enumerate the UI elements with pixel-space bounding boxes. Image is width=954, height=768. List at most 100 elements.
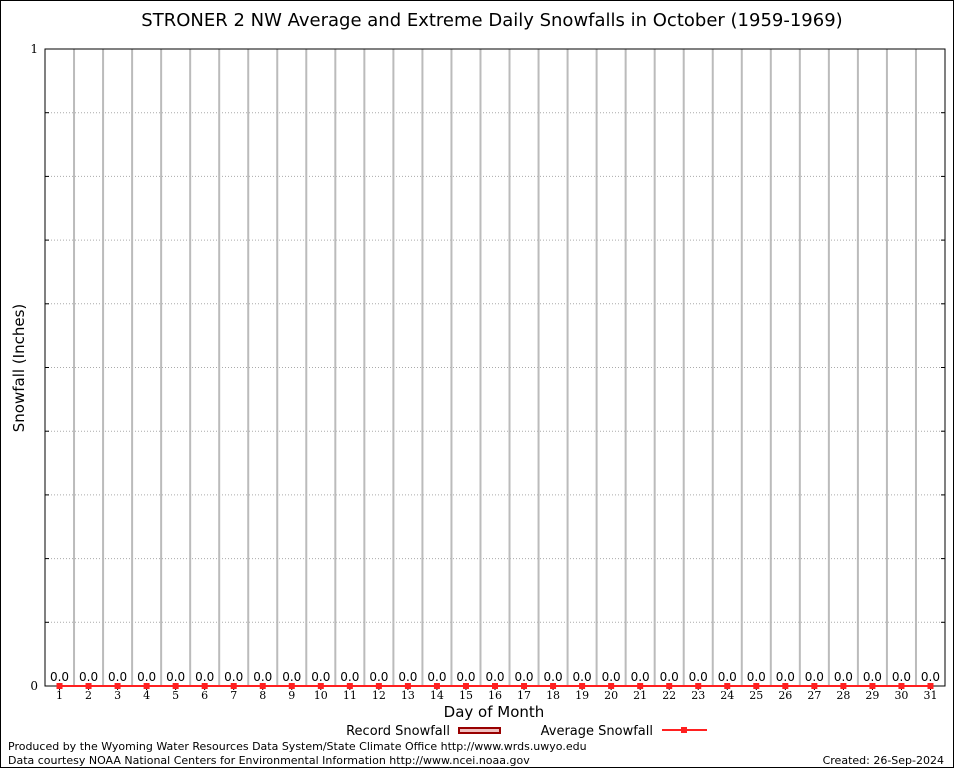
x-tick-label: 22 [662, 689, 676, 702]
average-point [346, 683, 353, 689]
x-tick-label: 27 [807, 689, 821, 702]
average-point [550, 683, 557, 689]
average-point [492, 683, 498, 689]
x-tick-label: 20 [604, 689, 618, 702]
data-label: 0.0 [660, 670, 679, 684]
data-label: 0.0 [398, 670, 417, 684]
x-tick-label: 14 [430, 689, 444, 702]
average-point [259, 683, 266, 689]
average-point [666, 683, 673, 689]
data-label: 0.0 [921, 670, 940, 684]
x-tick-label: 10 [314, 689, 328, 702]
x-tick-label: 7 [230, 689, 237, 702]
x-tick-label: 13 [401, 689, 415, 702]
data-label: 0.0 [747, 670, 766, 684]
x-tick-label: 19 [575, 689, 589, 702]
legend-label-record: Record Snowfall [346, 724, 450, 739]
legend-swatch-record-fill [460, 729, 499, 732]
x-tick-label: 5 [172, 689, 179, 702]
x-tick-label: 21 [633, 689, 647, 702]
data-label: 0.0 [892, 670, 911, 684]
x-tick-label: 9 [288, 689, 295, 702]
average-point [201, 683, 208, 689]
data-label: 0.0 [195, 670, 214, 684]
average-point [172, 683, 179, 689]
x-tick-label: 15 [459, 689, 473, 702]
data-label: 0.0 [282, 670, 301, 684]
average-point [85, 683, 92, 689]
x-tick-label: 26 [778, 689, 792, 702]
average-point [695, 683, 702, 689]
x-tick-label: 16 [488, 689, 502, 702]
average-point [724, 683, 731, 689]
data-label: 0.0 [79, 670, 98, 684]
average-point [433, 683, 440, 689]
average-point [114, 683, 121, 689]
x-tick-label: 17 [517, 689, 531, 702]
x-tick-label: 3 [114, 689, 121, 702]
footer-created: Created: 26-Sep-2024 [823, 754, 944, 767]
x-tick-label: 23 [691, 689, 705, 702]
data-label: 0.0 [834, 670, 853, 684]
x-tick-label: 4 [143, 689, 150, 702]
data-label: 0.0 [863, 670, 882, 684]
y-tick-label: 1 [30, 42, 38, 56]
x-tick-label: 8 [259, 689, 266, 702]
average-point [927, 683, 934, 689]
x-tick-label: 29 [865, 689, 879, 702]
x-tick-label: 18 [546, 689, 560, 702]
data-label: 0.0 [137, 670, 156, 684]
footer-data-courtesy: Data courtesy NOAA National Centers for … [8, 754, 530, 767]
data-label: 0.0 [456, 670, 475, 684]
average-point [579, 683, 586, 689]
data-label: 0.0 [689, 670, 708, 684]
legend: Record Snowfall Average Snowfall [346, 724, 707, 739]
average-point [375, 683, 382, 689]
data-label: 0.0 [718, 670, 737, 684]
data-label: 0.0 [776, 670, 795, 684]
y-axis-label: Snowfall (Inches) [10, 304, 28, 432]
average-point [608, 683, 615, 689]
legend-label-average: Average Snowfall [541, 724, 653, 739]
x-tick-label: 28 [836, 689, 850, 702]
x-tick-label: 6 [201, 689, 208, 702]
data-label: 0.0 [573, 670, 592, 684]
footer-produced-by: Produced by the Wyoming Water Resources … [8, 740, 587, 753]
y-tick-label: 0 [30, 679, 38, 693]
average-point [317, 683, 324, 689]
data-label: 0.0 [427, 670, 446, 684]
data-label: 0.0 [311, 670, 330, 684]
average-point [753, 683, 760, 689]
x-tick-label: 2 [85, 689, 92, 702]
data-label: 0.0 [108, 670, 127, 684]
average-point [898, 683, 905, 689]
average-point [56, 683, 63, 689]
average-point [637, 683, 644, 689]
data-label: 0.0 [602, 670, 621, 684]
data-label: 0.0 [631, 670, 650, 684]
x-tick-label: 1 [56, 689, 63, 702]
x-axis-label: Day of Month [444, 703, 545, 721]
x-tick-label: 24 [720, 689, 734, 702]
data-label: 0.0 [224, 670, 243, 684]
average-point [811, 683, 818, 689]
average-point [230, 683, 237, 689]
data-label: 0.0 [166, 670, 185, 684]
average-point [869, 683, 876, 689]
data-label: 0.0 [485, 670, 504, 684]
average-point [782, 683, 789, 689]
x-tick-label: 30 [894, 689, 908, 702]
data-label: 0.0 [544, 670, 563, 684]
chart-title: STRONER 2 NW Average and Extreme Daily S… [141, 10, 842, 31]
average-point [288, 683, 295, 689]
average-point [462, 683, 469, 689]
average-point [404, 683, 411, 689]
average-point [840, 683, 847, 689]
x-tick-label: 12 [372, 689, 386, 702]
data-label: 0.0 [253, 670, 272, 684]
legend-marker-average [681, 727, 687, 733]
data-label: 0.0 [50, 670, 69, 684]
data-label: 0.0 [514, 670, 533, 684]
